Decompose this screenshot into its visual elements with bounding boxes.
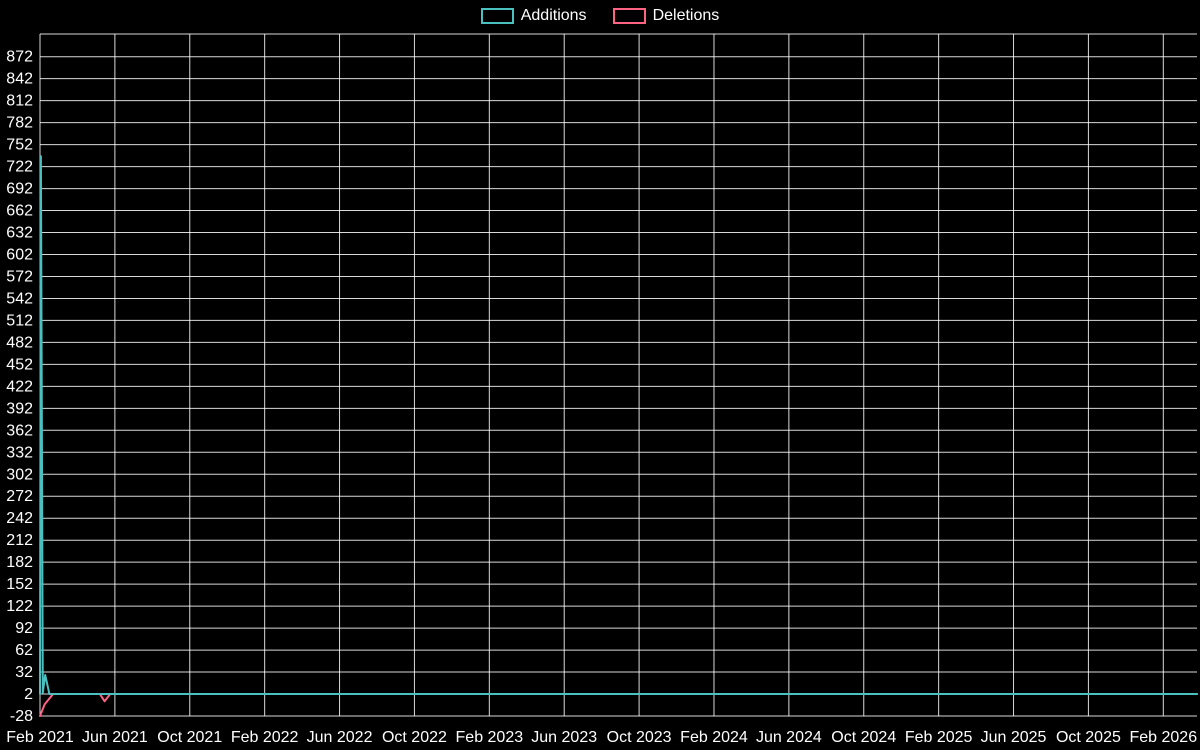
chart-legend: Additions Deletions [0, 8, 1200, 24]
y-tick-label: 362 [6, 422, 33, 439]
y-tick-label: 872 [6, 49, 33, 66]
y-tick-label: 212 [6, 532, 33, 549]
y-tick-label: 602 [6, 246, 33, 263]
x-tick-label: Feb 2021 [6, 729, 74, 746]
y-tick-label: 302 [6, 466, 33, 483]
x-tick-label: Jun 2023 [531, 729, 597, 746]
y-tick-label: 482 [6, 334, 33, 351]
y-tick-label: 32 [15, 664, 33, 681]
y-tick-label: 632 [6, 225, 33, 242]
y-tick-label: 152 [6, 576, 33, 593]
y-tick-label: 182 [6, 554, 33, 571]
x-tick-label: Jun 2022 [307, 729, 373, 746]
x-tick-label: Oct 2021 [157, 729, 222, 746]
x-tick-label: Jun 2021 [82, 729, 148, 746]
y-tick-label: 572 [6, 268, 33, 285]
legend-item-additions[interactable]: Additions [480, 7, 587, 24]
y-tick-label: 422 [6, 378, 33, 395]
x-tick-label: Oct 2022 [382, 729, 447, 746]
additions-legend-label: Additions [520, 7, 587, 24]
y-tick-label: 782 [6, 115, 33, 132]
y-tick-label: 512 [6, 312, 33, 329]
y-tick-label: 272 [6, 488, 33, 505]
y-tick-label: 542 [6, 290, 33, 307]
additions-swatch-icon [480, 8, 514, 24]
deletions-swatch-icon [612, 8, 646, 24]
legend-item-deletions[interactable]: Deletions [612, 7, 720, 24]
y-tick-label: 722 [6, 159, 33, 176]
y-tick-label: 842 [6, 71, 33, 88]
x-tick-label: Jun 2025 [981, 729, 1047, 746]
x-tick-label: Feb 2022 [231, 729, 299, 746]
x-tick-label: Jun 2024 [756, 729, 822, 746]
y-tick-label: 242 [6, 510, 33, 527]
deletions-legend-label: Deletions [652, 7, 720, 24]
y-tick-label: 332 [6, 444, 33, 461]
y-tick-label: 662 [6, 203, 33, 220]
y-tick-label: 122 [6, 598, 33, 615]
x-tick-label: Feb 2024 [680, 729, 748, 746]
x-tick-label: Oct 2024 [831, 729, 896, 746]
y-tick-label: 62 [15, 642, 33, 659]
x-tick-label: Feb 2025 [905, 729, 973, 746]
y-tick-label: 92 [15, 620, 33, 637]
series-line-deletions [39, 693, 1198, 717]
x-tick-label: Feb 2026 [1129, 729, 1197, 746]
x-tick-label: Oct 2025 [1056, 729, 1121, 746]
y-tick-label: 752 [6, 137, 33, 154]
y-tick-label: 812 [6, 93, 33, 110]
y-tick-label: 692 [6, 181, 33, 198]
x-tick-label: Feb 2023 [456, 729, 524, 746]
y-tick-label: 392 [6, 400, 33, 417]
x-tick-label: Oct 2023 [607, 729, 672, 746]
y-tick-label: 452 [6, 356, 33, 373]
y-tick-label: -28 [10, 708, 33, 725]
y-tick-label: 2 [24, 686, 33, 703]
series-line-additions [39, 155, 1198, 695]
